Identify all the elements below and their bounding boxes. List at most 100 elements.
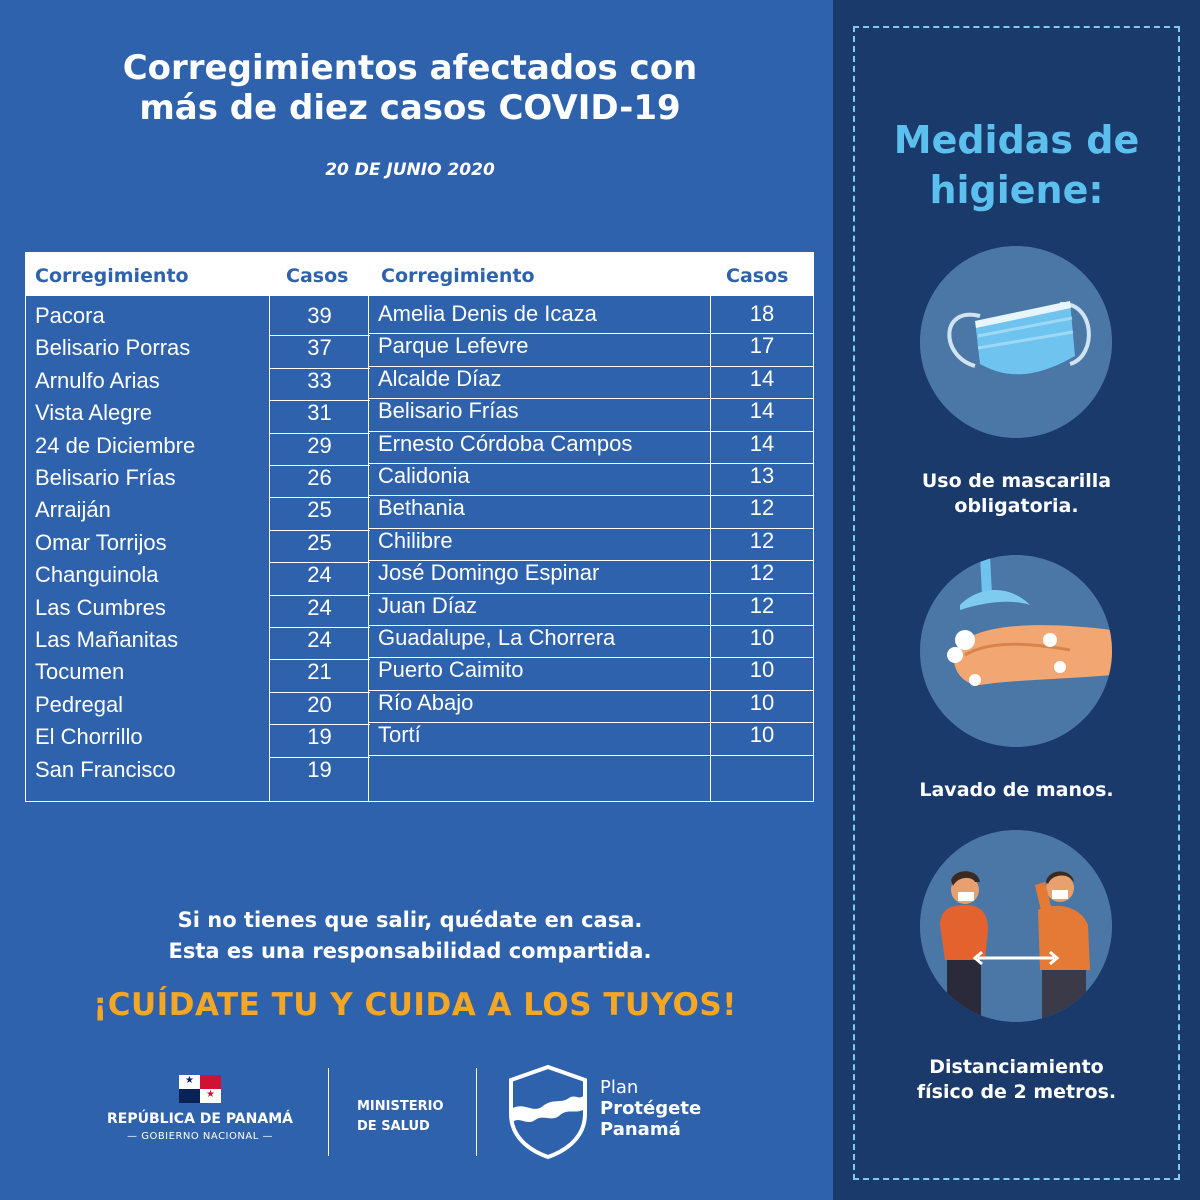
row-divider — [369, 560, 813, 562]
row-divider — [270, 335, 370, 337]
row-divider — [369, 398, 813, 400]
shield-icon — [509, 1064, 587, 1160]
header-casos-right: Casos — [726, 265, 789, 287]
table-cell-name: El Chorrillo — [35, 724, 143, 750]
table-cell-name: Alcalde Díaz — [378, 365, 502, 391]
table-cell-casos: 13 — [749, 463, 775, 488]
table-cell-casos: 31 — [307, 400, 332, 426]
table-cell-casos: 10 — [749, 625, 775, 650]
table-cell-casos: 19 — [307, 756, 332, 782]
stay-home-message: Si no tienes que salir, quédate en casa.… — [40, 905, 780, 967]
table-cell-name: Chilibre — [378, 527, 453, 553]
row-divider — [369, 365, 813, 367]
row-divider — [369, 689, 813, 691]
table-cell-name: Belisario Frías — [35, 465, 176, 490]
table-cell-name: Ernesto Córdoba Campos — [378, 430, 633, 456]
ministerio-logo: MINISTERIO DE SALUD — [357, 1097, 444, 1137]
table-cell-name: José Domingo Espinar — [378, 560, 600, 586]
footer-divider — [328, 1068, 329, 1156]
table-cell-name: Tocumen — [35, 659, 125, 685]
table-cell-casos: 18 — [749, 301, 775, 326]
table-cell-casos: 12 — [749, 495, 775, 521]
table-cell-casos: 26 — [307, 465, 332, 490]
table-cell-name: Belisario Frías — [378, 398, 519, 424]
row-divider — [369, 463, 813, 464]
hygiene-title: Medidas de higiene: — [853, 115, 1180, 215]
row-divider — [270, 367, 370, 369]
table-cell-casos: 24 — [307, 627, 332, 652]
table-cell-name: Guadalupe, La Chorrera — [378, 625, 616, 650]
republica-logo: ★ ★ REPÚBLICA DE PANAMÁ — GOBIERNO NACIO… — [95, 1075, 305, 1142]
row-divider — [369, 333, 813, 335]
table-cell-casos: 10 — [749, 689, 775, 715]
row-divider — [270, 497, 370, 499]
table-cell-name: Las Cumbres — [35, 594, 166, 620]
row-divider — [369, 592, 813, 594]
report-date: 20 DE JUNIO 2020 — [325, 160, 495, 180]
caption-line: Lavado de manos. — [919, 779, 1114, 801]
measure-caption-mask: Uso de mascarilla obligatoria. — [853, 469, 1180, 519]
message-line-2: Esta es una responsabilidad compartida. — [168, 939, 652, 963]
main-panel — [0, 0, 833, 1200]
table-cell-casos: 21 — [307, 659, 332, 685]
row-divider — [270, 465, 370, 466]
row-divider — [270, 594, 370, 596]
row-divider — [270, 529, 370, 531]
row-divider — [369, 754, 813, 756]
row-divider — [369, 657, 813, 659]
column-divider — [269, 296, 270, 801]
table-cell-name: Río Abajo — [378, 689, 474, 715]
table-cell-casos: 10 — [749, 722, 775, 748]
row-divider — [270, 627, 370, 628]
page-title: Corregimientos afectados con más de diez… — [40, 48, 780, 128]
table-cell-casos: 25 — [307, 529, 332, 555]
column-divider — [368, 296, 369, 801]
plan-protegete-logo: Plan Protégete Panamá — [600, 1077, 701, 1140]
caption-line: obligatoria. — [954, 495, 1079, 517]
table-cell-name: Bethania — [378, 495, 465, 521]
table-cell-name: Amelia Denis de Icaza — [378, 301, 597, 326]
table-cell-name: Juan Díaz — [378, 592, 478, 618]
measure-caption-distancing: Distanciamiento físico de 2 metros. — [853, 1055, 1180, 1105]
dashed-border — [853, 26, 1180, 1180]
table-cell-name: Arraiján — [35, 497, 111, 523]
table-cell-casos: 10 — [749, 657, 775, 683]
table-cell-name: Puerto Caimito — [378, 657, 524, 683]
mask-icon — [920, 246, 1112, 438]
title-line-1: Corregimientos afectados con — [122, 48, 698, 88]
table-cell-name: San Francisco — [35, 756, 176, 782]
row-divider — [369, 430, 813, 432]
plan-line-1: Plan — [600, 1077, 639, 1098]
table-cell-name: Changuinola — [35, 562, 159, 588]
gobierno-nacional: — GOBIERNO NACIONAL — — [127, 1131, 273, 1142]
slogan: ¡CUÍDATE TU Y CUIDA A LOS TUYOS! — [93, 987, 737, 1023]
plan-line-3: Panamá — [600, 1119, 681, 1140]
table-cell-casos: 33 — [307, 367, 332, 393]
table-cell-casos: 19 — [307, 724, 332, 750]
table-cell-name: Pacora — [35, 303, 105, 328]
footer-divider — [476, 1068, 477, 1156]
ministerio-line-2: DE SALUD — [357, 1119, 430, 1134]
ministerio-line-1: MINISTERIO — [357, 1099, 444, 1114]
table-cell-name: 24 de Diciembre — [35, 432, 196, 458]
table-cell-name: Arnulfo Arias — [35, 367, 160, 393]
row-divider — [369, 625, 813, 626]
row-divider — [270, 400, 370, 402]
table-cell-casos: 25 — [307, 497, 332, 523]
table-cell-name: Tortí — [378, 722, 421, 748]
header-corregimiento-left: Corregimiento — [35, 265, 189, 287]
table-cell-name: Pedregal — [35, 691, 124, 717]
handwash-icon — [920, 555, 1112, 747]
distancing-icon — [920, 830, 1112, 1022]
row-divider — [369, 495, 813, 497]
table-cell-casos: 24 — [307, 594, 332, 620]
row-divider — [369, 722, 813, 724]
table-cell-name: Las Mañanitas — [35, 627, 179, 652]
republica-name: REPÚBLICA DE PANAMÁ — [107, 1111, 293, 1127]
table-cell-casos: 12 — [749, 527, 775, 553]
measure-caption-handwash: Lavado de manos. — [853, 778, 1180, 803]
header-corregimiento-right: Corregimiento — [381, 265, 535, 287]
message-line-1: Si no tienes que salir, quédate en casa. — [177, 908, 643, 932]
header-casos-left: Casos — [286, 265, 349, 287]
column-divider — [710, 296, 711, 801]
